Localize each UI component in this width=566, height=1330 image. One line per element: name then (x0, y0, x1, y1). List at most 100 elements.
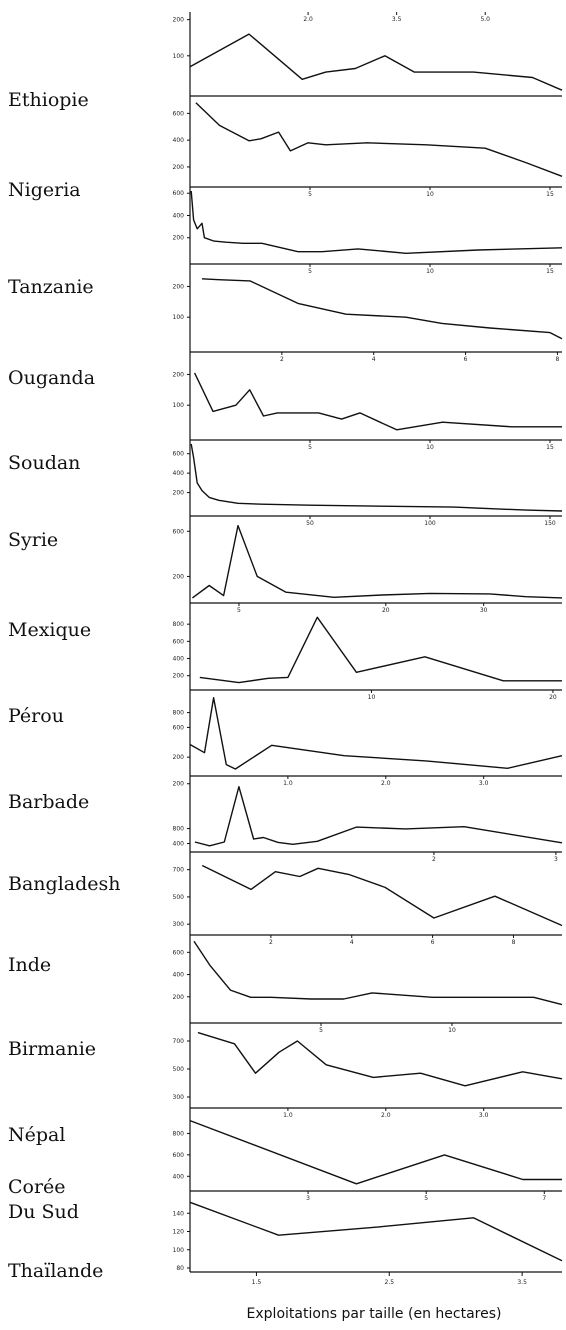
country-label: Pérou (8, 705, 64, 727)
y-tick-label: 600 (173, 528, 185, 535)
country-label: Du Sud (8, 1201, 79, 1223)
country-label: Syrie (8, 529, 58, 551)
y-tick-label: 100 (173, 402, 185, 409)
panel-2: Tanzanie 200 400 600 5 10 15 (8, 187, 563, 298)
x-tick-label: 8 (512, 939, 516, 946)
panel-6: Mexique 200 600 50 100 150 (8, 516, 563, 641)
y-tick-label: 200 (173, 781, 185, 788)
x-tick-label: 2 (280, 356, 284, 363)
y-tick-label: 200 (173, 754, 185, 761)
y-tick-label: 600 (173, 638, 185, 645)
country-label: Mexique (8, 619, 91, 641)
x-tick-label: 50 (306, 520, 314, 527)
y-tick-label: 400 (173, 137, 185, 144)
bottom-x-tick-label: 3.5 (517, 1279, 527, 1286)
y-tick-label: 600 (173, 949, 185, 956)
series-line (193, 940, 563, 1006)
series-line (189, 1201, 563, 1262)
x-tick-label: 7 (542, 1195, 546, 1202)
x-tick-label: 3.5 (392, 16, 402, 23)
y-tick-label: 700 (173, 867, 185, 874)
country-label: Bangladesh (8, 873, 121, 895)
series-line (190, 190, 563, 255)
x-tick-label: 5.0 (480, 16, 490, 23)
y-tick-label: 300 (173, 1094, 185, 1101)
y-tick-label: 700 (173, 1038, 185, 1045)
country-label: Barbade (8, 791, 89, 813)
panel-7: Pérou 200 400 600 800 5 20 30 (8, 603, 562, 727)
y-tick-label: 200 (173, 371, 185, 378)
x-tick-label: 15 (546, 444, 554, 451)
x-tick-label: 1.0 (283, 780, 293, 787)
panel-13: Corée Du Sud 400 600 800 1.0 2.0 3.0 (8, 1108, 562, 1223)
y-tick-label: 80 (176, 1265, 184, 1272)
x-tick-label: 2.0 (303, 16, 313, 23)
y-tick-label: 140 (173, 1210, 185, 1217)
panel-9: Bangladesh 400 800 200 1.0 2.0 3.0 (8, 776, 563, 895)
x-tick-label: 10 (426, 268, 434, 275)
x-tick-label: 20 (382, 607, 390, 614)
series-line (190, 443, 563, 512)
x-tick-label: 5 (319, 1027, 323, 1034)
panel-8: Barbade 200 600 800 10 20 (8, 690, 563, 813)
x-tick-label: 5 (237, 607, 241, 614)
x-tick-label: 2.0 (381, 1112, 391, 1119)
y-tick-label: 200 (173, 573, 185, 580)
y-tick-label: 100 (173, 1247, 185, 1254)
x-tick-label: 15 (546, 268, 554, 275)
y-tick-label: 300 (173, 921, 185, 928)
y-tick-label: 500 (173, 1066, 185, 1073)
y-tick-label: 600 (173, 110, 185, 117)
x-tick-label: 5 (308, 191, 312, 198)
panel-1: Nigeria 200 400 600 (8, 96, 563, 201)
y-tick-label: 400 (173, 470, 185, 477)
x-tick-label: 6 (464, 356, 468, 363)
panel-11: Birmanie 200 400 600 2 4 6 8 (8, 935, 563, 1060)
x-tick-label: 3 (306, 1195, 310, 1202)
country-label: Nigeria (8, 179, 81, 201)
y-tick-label: 600 (173, 1152, 185, 1159)
y-tick-label: 400 (173, 1173, 185, 1180)
x-tick-label: 100 (424, 520, 436, 527)
y-tick-label: 800 (173, 826, 185, 833)
y-tick-label: 500 (173, 894, 185, 901)
x-tick-label: 5 (308, 268, 312, 275)
panel-3: Ouganda 100 200 5 10 15 (8, 264, 563, 389)
y-tick-label: 800 (173, 1130, 185, 1137)
panel-10: Inde 300 500 700 2 3 (8, 852, 563, 976)
y-tick-label: 200 (173, 235, 185, 242)
y-tick-label: 200 (173, 673, 185, 680)
country-label: Tanzanie (8, 276, 94, 298)
series-line (189, 33, 563, 91)
x-tick-label: 15 (546, 191, 554, 198)
series-line (201, 864, 563, 927)
x-tick-label: 2 (432, 856, 436, 863)
panel-0: Ethiopie 100 200 2.0 3.5 5.0 (8, 12, 563, 111)
x-tick-label: 3.0 (479, 780, 489, 787)
country-label: Inde (8, 954, 51, 976)
bottom-x-tick-label: 1.5 (252, 1279, 262, 1286)
x-tick-label: 1.0 (283, 1112, 293, 1119)
y-tick-label: 800 (173, 710, 185, 717)
x-tick-label: 3.0 (479, 1112, 489, 1119)
y-tick-label: 200 (173, 994, 185, 1001)
x-axis-label: Exploitations par taille (en hectares) (247, 1306, 502, 1322)
panel-5: Syrie 200 400 600 5 10 15 (8, 440, 563, 551)
country-label: Ethiopie (8, 89, 89, 111)
series-line (194, 786, 563, 847)
panels-layer: Ethiopie 100 200 2.0 3.5 5.0 Nigeria 200 400 600 T… (8, 12, 563, 1286)
x-tick-label: 2 (269, 939, 273, 946)
series-line (197, 1031, 563, 1087)
series-line (193, 372, 562, 431)
y-tick-label: 100 (173, 314, 185, 321)
panel-14: Thaïlande 80 100 120 140 3 5 7 (8, 1191, 563, 1282)
x-tick-label: 6 (431, 939, 435, 946)
country-label: Corée (8, 1176, 66, 1198)
x-tick-label: 10 (448, 1027, 456, 1034)
y-tick-label: 400 (173, 972, 185, 979)
y-tick-label: 200 (173, 17, 185, 24)
x-tick-label: 10 (426, 444, 434, 451)
x-tick-label: 20 (549, 694, 557, 701)
country-label: Soudan (8, 452, 80, 474)
